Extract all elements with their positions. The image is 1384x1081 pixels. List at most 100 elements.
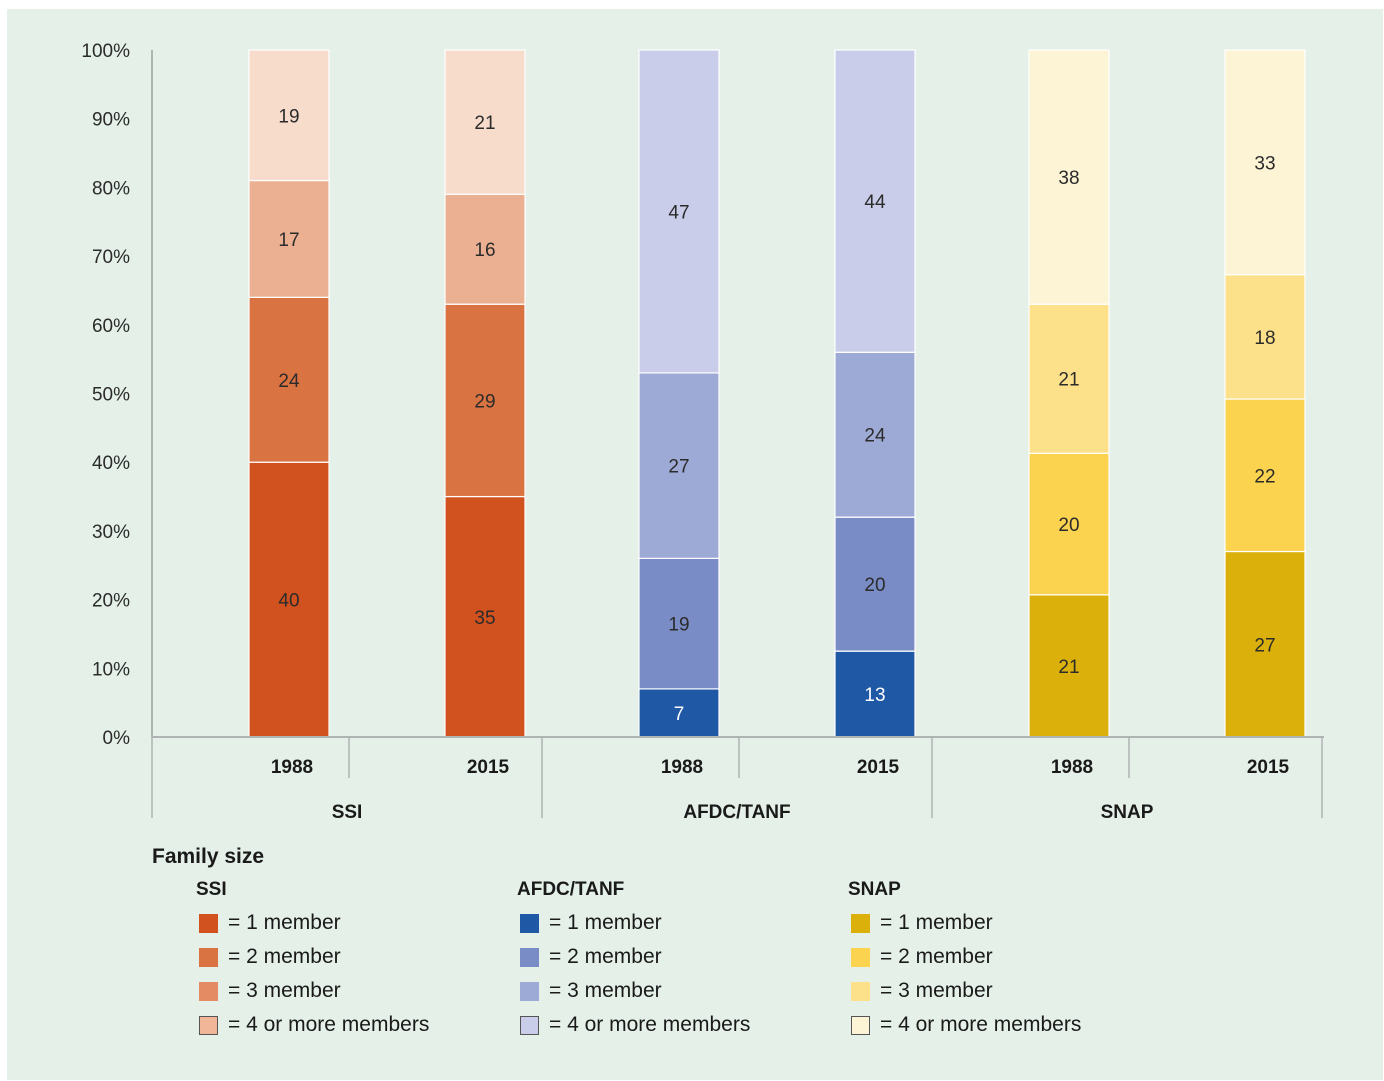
segment-value-label: 47 xyxy=(668,202,689,223)
legend-item: = 2 member xyxy=(517,940,750,974)
bar-segment xyxy=(834,650,916,738)
segment-value-label: 20 xyxy=(864,575,885,596)
x-tick-label: 1988 xyxy=(661,757,703,778)
segment-value-label: 21 xyxy=(474,113,495,134)
legend-swatch xyxy=(199,1015,218,1035)
segment-value-label: 40 xyxy=(278,591,299,612)
legend-column-title: AFDC/TANF xyxy=(517,879,625,900)
legend-label: = 2 member xyxy=(228,945,341,968)
legend-swatch xyxy=(851,1015,870,1035)
legend-label: = 4 or more members xyxy=(228,1013,430,1036)
legend-item: = 3 member xyxy=(196,974,429,1008)
legend-swatch xyxy=(199,981,218,1001)
bar-segment xyxy=(248,49,330,182)
segment-value-label: 18 xyxy=(1254,328,1275,349)
x-tick-label: 2015 xyxy=(857,757,900,778)
bar-segment xyxy=(444,303,526,498)
segment-value-label: 13 xyxy=(864,685,885,706)
x-group-label: SSI xyxy=(332,802,363,823)
y-tick-label: 0% xyxy=(103,728,131,749)
legend-column-title: SNAP xyxy=(848,879,901,900)
y-tick-label: 90% xyxy=(92,110,130,131)
segment-value-label: 22 xyxy=(1254,466,1275,487)
y-tick-label: 100% xyxy=(81,41,130,62)
legend-label: = 3 member xyxy=(228,979,341,1002)
legend-swatch xyxy=(851,913,870,933)
y-tick-label: 50% xyxy=(92,385,130,406)
legend-swatch xyxy=(520,1015,539,1035)
y-tick-label: 40% xyxy=(92,453,130,474)
segment-value-label: 19 xyxy=(668,615,689,636)
segment-value-label: 38 xyxy=(1058,168,1079,189)
legend-item: = 3 member xyxy=(517,974,750,1008)
y-tick-label: 70% xyxy=(92,247,130,268)
legend-column-ssi: SSI = 1 member = 2 member = 3 member = 4… xyxy=(196,878,429,1042)
legend-item: = 4 or more members xyxy=(517,1008,750,1042)
x-group-label: AFDC/TANF xyxy=(683,802,790,823)
legend-swatch xyxy=(520,981,539,1001)
legend-item: = 1 member xyxy=(196,906,429,940)
segment-value-label: 24 xyxy=(864,426,886,447)
segment-value-label: 27 xyxy=(1254,635,1275,656)
y-tick-label: 20% xyxy=(92,591,130,612)
legend-item: = 1 member xyxy=(848,906,1081,940)
legend-item: = 3 member xyxy=(848,974,1081,1008)
bar-segment xyxy=(638,372,720,559)
legend-label: = 2 member xyxy=(549,945,662,968)
bar-segment xyxy=(1224,49,1306,276)
x-tick-label: 2015 xyxy=(1247,757,1290,778)
segment-value-label: 24 xyxy=(278,371,300,392)
segment-value-label: 21 xyxy=(1058,370,1079,391)
y-tick-label: 60% xyxy=(92,316,130,337)
legend-label: = 2 member xyxy=(880,945,993,968)
legend-swatch xyxy=(199,913,218,933)
segment-value-label: 19 xyxy=(278,106,299,127)
legend-swatch xyxy=(851,981,870,1001)
bar-segment xyxy=(248,179,330,298)
x-tick-label: 2015 xyxy=(467,757,510,778)
segment-value-label: 21 xyxy=(1058,657,1079,678)
segment-value-label: 35 xyxy=(474,608,495,629)
legend-label: = 1 member xyxy=(549,911,662,934)
bar-segment xyxy=(834,516,916,652)
legend-label: = 3 member xyxy=(549,979,662,1002)
bar-segment xyxy=(444,193,526,305)
bar-segment xyxy=(834,351,916,518)
bar-segment xyxy=(1224,550,1306,738)
legend-column-title: SSI xyxy=(196,879,227,900)
y-tick-label: 80% xyxy=(92,178,130,199)
segment-value-label: 20 xyxy=(1058,515,1079,536)
bar-segment xyxy=(834,49,916,353)
segment-value-label: 17 xyxy=(278,230,299,251)
legend-swatch xyxy=(520,947,539,967)
legend-swatch xyxy=(520,913,539,933)
bar-segment xyxy=(638,49,720,374)
legend-label: = 1 member xyxy=(880,911,993,934)
bar-segment xyxy=(248,461,330,738)
x-group-label: SNAP xyxy=(1101,802,1154,823)
legend-item: = 4 or more members xyxy=(196,1008,429,1042)
legend-label: = 4 or more members xyxy=(880,1013,1082,1036)
bar-segment xyxy=(1028,594,1110,738)
bar-segment xyxy=(1028,303,1110,454)
legend-column-snap: SNAP = 1 member = 2 member = 3 member = … xyxy=(848,878,1081,1042)
bar-segment xyxy=(1224,274,1306,400)
segment-value-label: 44 xyxy=(864,192,886,213)
segment-value-label: 7 xyxy=(674,704,685,725)
bar-segment xyxy=(444,49,526,195)
segment-value-label: 27 xyxy=(668,457,689,478)
legend-title: Family size xyxy=(152,845,265,868)
legend-label: = 1 member xyxy=(228,911,341,934)
bar-segment xyxy=(1028,452,1110,596)
y-tick-label: 30% xyxy=(92,522,130,543)
stacked-bar-chart: 0% 10% 20% 30% 40% 50% 60% 70% 80% 90% 100% 40 24 17 1… xyxy=(81,41,1324,823)
legend-item: = 4 or more members xyxy=(848,1008,1081,1042)
legend-item: = 2 member xyxy=(196,940,429,974)
segment-value-label: 16 xyxy=(474,240,495,261)
legend-label: = 4 or more members xyxy=(549,1013,751,1036)
legend-swatch xyxy=(851,947,870,967)
bar-segment xyxy=(1224,398,1306,553)
legend-column-afdc-tanf: AFDC/TANF = 1 member = 2 member = 3 memb… xyxy=(517,878,750,1042)
legend-item: = 1 member xyxy=(517,906,750,940)
segment-value-label: 33 xyxy=(1254,153,1275,174)
